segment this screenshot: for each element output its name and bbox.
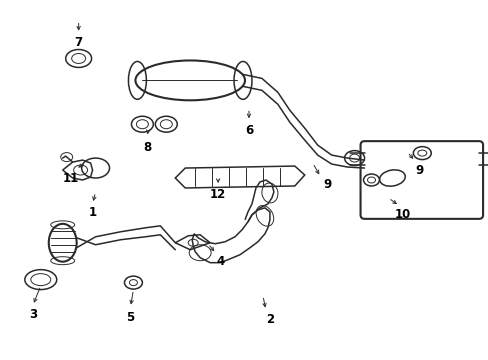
Text: 9: 9 [323,179,331,192]
Text: 11: 11 [62,171,79,185]
Text: 9: 9 [414,163,423,176]
Text: 10: 10 [393,208,409,221]
Text: 7: 7 [75,36,82,49]
Text: 8: 8 [143,141,151,154]
Text: 4: 4 [216,255,224,268]
Text: 2: 2 [265,313,273,326]
Text: 5: 5 [126,311,134,324]
Text: 12: 12 [209,188,226,202]
Text: 6: 6 [244,124,253,137]
Text: 3: 3 [29,308,37,321]
Text: 1: 1 [88,206,97,219]
